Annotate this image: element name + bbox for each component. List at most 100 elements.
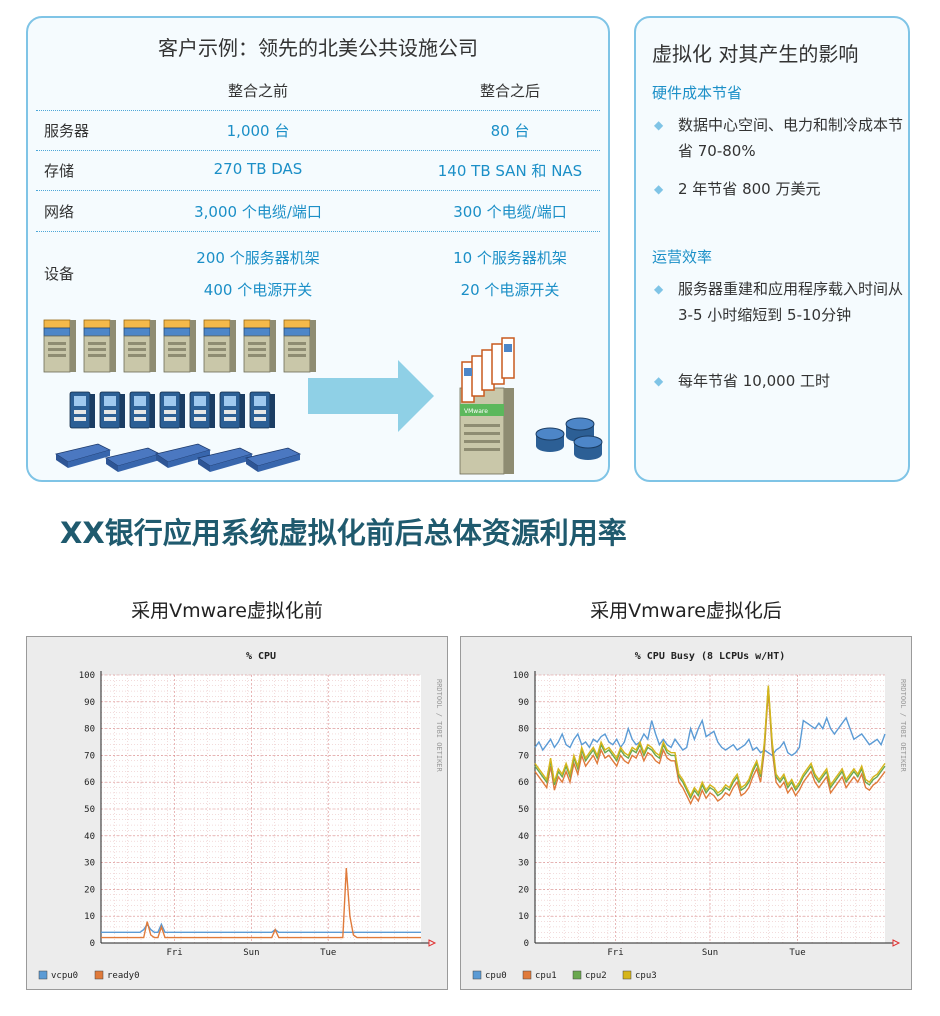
y-tick-label: 100 — [513, 671, 529, 681]
storage-cylinders-icon — [535, 417, 603, 460]
chart-caption-after: 采用Vmware虚拟化后 — [590, 600, 782, 622]
diamond-bullet-icon: ◆ — [654, 282, 664, 296]
chart-title: % CPU — [246, 651, 276, 662]
x-tick-label: Sun — [243, 948, 259, 958]
diamond-bullet-icon: ◆ — [654, 118, 664, 132]
diamond-bullet-icon: ◆ — [654, 374, 664, 388]
y-tick-label: 70 — [518, 751, 529, 761]
vm-label: VMware — [464, 408, 488, 415]
chart-caption-before: 采用Vmware虚拟化前 — [131, 600, 323, 622]
row-divider — [36, 150, 600, 151]
x-tick-label: Fri — [607, 948, 623, 958]
chart-svg: % CPU RRDTOOL / TOBI OETIKER 0 10 20 30 40 50 60… — [38, 651, 443, 981]
chart-title: % CPU Busy (8 LCPUs w/HT) — [635, 651, 786, 662]
y-tick-label: 70 — [84, 751, 95, 761]
y-tick-label: 30 — [518, 859, 529, 869]
column-header-before: 整合之前 — [227, 82, 288, 100]
y-tick-label: 20 — [84, 885, 95, 895]
y-tick-label: 90 — [518, 698, 529, 708]
row-label-servers: 服务器 — [44, 122, 90, 140]
rrdtool-side-label: RRDTOOL / TOBI OETIKER — [899, 679, 907, 773]
section-heading-hardware: 硬件成本节省 — [652, 84, 743, 102]
x-tick-label: Sun — [702, 948, 718, 958]
x-axis-arrow — [428, 939, 437, 947]
bullet-item: ◆ 数据中心空间、电力和制冷成本节省 70-80% — [654, 112, 904, 164]
legend-swatch — [38, 970, 48, 980]
consolidation-illustration: VMware — [43, 319, 603, 475]
equipment-before-switches: 400 个电源开关 — [203, 281, 313, 299]
legend-swatch — [572, 970, 582, 980]
legend-swatch — [522, 970, 532, 980]
section-heading-operations: 运营效率 — [652, 248, 713, 266]
network-before-value: 3,000 个电缆/端口 — [194, 203, 322, 221]
bullet-item: ◆ 服务器重建和应用程序载入时间从 3-5 小时缩短到 5-10分钟 — [654, 276, 904, 328]
column-header-after: 整合之后 — [479, 82, 540, 100]
bullet-item: ◆ 每年节省 10,000 工时 — [654, 368, 904, 394]
servers-before-value: 1,000 台 — [226, 122, 290, 140]
y-tick-label: 50 — [84, 805, 95, 815]
cpu-chart-before: % CPU RRDTOOL / TOBI OETIKER 0 10 20 30 40 50 60… — [26, 636, 448, 990]
y-tick-label: 0 — [524, 939, 529, 949]
legend-swatch — [622, 970, 632, 980]
row-divider — [36, 231, 600, 232]
series-line-ready0 — [101, 867, 421, 939]
y-tick-label: 60 — [84, 778, 95, 788]
equipment-after-switches: 20 个电源开关 — [460, 281, 560, 299]
row-divider — [36, 110, 600, 111]
row-label-storage: 存储 — [44, 162, 75, 180]
virtualization-impact-panel: 虚拟化 对其产生的影响 硬件成本节省 ◆ 数据中心空间、电力和制冷成本节省 70… — [634, 16, 910, 482]
chart-svg: % CPU Busy (8 LCPUs w/HT) RRDTOOL / TOBI … — [472, 651, 907, 981]
y-tick-label: 10 — [84, 912, 95, 922]
y-tick-label: 30 — [84, 859, 95, 869]
rack-unit-icon — [69, 391, 276, 429]
y-tick-label: 80 — [84, 725, 95, 735]
y-tick-label: 60 — [518, 778, 529, 788]
panel-title: 客户示例：领先的北美公共设施公司 — [158, 36, 478, 60]
legend-label: cpu3 — [635, 971, 657, 981]
servers-after-value: 80 台 — [490, 122, 530, 140]
series-line-vcpu0 — [101, 922, 421, 933]
x-axis-arrow — [892, 939, 901, 947]
network-switch-icon — [55, 443, 301, 473]
network-after-value: 300 个电缆/端口 — [453, 203, 567, 221]
y-tick-label: 50 — [518, 805, 529, 815]
equipment-after-racks: 10 个服务器机架 — [453, 249, 567, 267]
impact-title: 虚拟化 对其产生的影响 — [652, 42, 859, 66]
series-line-cpu3 — [534, 685, 886, 798]
y-tick-label: 90 — [84, 698, 95, 708]
y-tick-label: 40 — [518, 832, 529, 842]
bullet-item: ◆ 2 年节省 800 万美元 — [654, 176, 904, 202]
storage-before-value: 270 TB DAS — [213, 160, 303, 178]
page-headline: XX银行应用系统虚拟化前后总体资源利用率 — [60, 516, 627, 550]
row-label-network: 网络 — [44, 203, 75, 221]
equipment-before-racks: 200 个服务器机架 — [196, 249, 320, 267]
legend-label: cpu1 — [535, 971, 557, 981]
cpu-chart-after: % CPU Busy (8 LCPUs w/HT) RRDTOOL / TOBI … — [460, 636, 912, 990]
legend-label: cpu0 — [485, 971, 507, 981]
diamond-bullet-icon: ◆ — [654, 182, 664, 196]
legend-swatch — [472, 970, 482, 980]
row-divider — [36, 190, 600, 191]
virtualized-server-icon: VMware — [459, 337, 515, 475]
rrdtool-side-label: RRDTOOL / TOBI OETIKER — [435, 679, 443, 773]
x-tick-label: Tue — [320, 948, 336, 958]
legend-swatch — [94, 970, 104, 980]
legend-label: ready0 — [107, 971, 140, 981]
series-line-cpu0 — [534, 715, 886, 757]
legend-label: vcpu0 — [51, 971, 78, 981]
storage-after-value: 140 TB SAN 和 NAS — [437, 162, 583, 180]
customer-example-panel: 客户示例：领先的北美公共设施公司 整合之前 整合之后 服务器 1,000 台 8… — [26, 16, 610, 482]
y-tick-label: 80 — [518, 725, 529, 735]
row-label-equipment: 设备 — [44, 265, 75, 283]
legend-label: cpu2 — [585, 971, 607, 981]
y-tick-label: 20 — [518, 885, 529, 895]
right-arrow-icon — [308, 360, 434, 432]
x-tick-label: Tue — [789, 948, 805, 958]
series-line-cpu1 — [534, 691, 886, 806]
x-tick-label: Fri — [166, 948, 182, 958]
y-tick-label: 10 — [518, 912, 529, 922]
y-tick-label: 40 — [84, 832, 95, 842]
y-tick-label: 0 — [90, 939, 95, 949]
server-tower-icon — [43, 319, 317, 373]
y-tick-label: 100 — [79, 671, 95, 681]
